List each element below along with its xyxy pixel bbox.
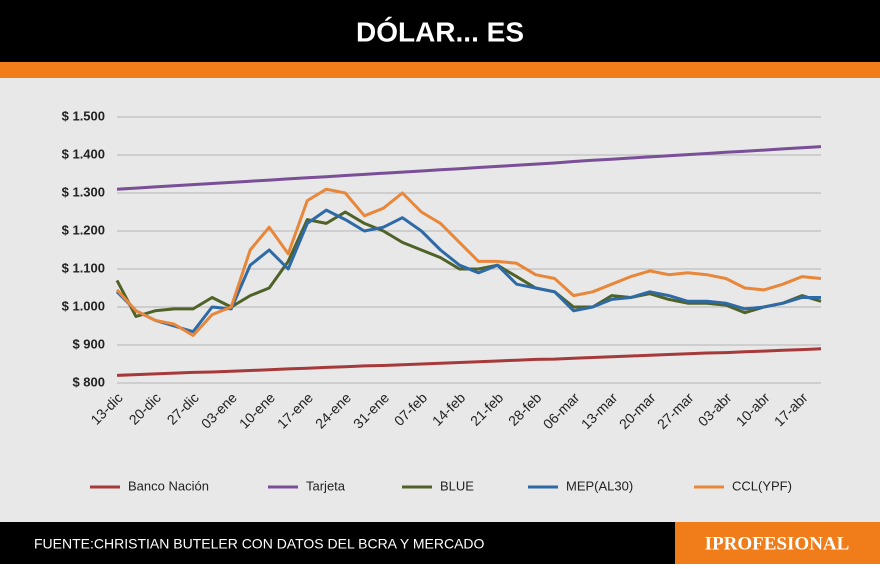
series-line	[116, 145, 822, 191]
legend-label: Banco Nación	[128, 478, 209, 493]
brand: IPROFESIONAL	[705, 533, 850, 554]
legend-label: Tarjeta	[306, 478, 346, 493]
legend-label: MEP(AL30)	[566, 478, 633, 493]
y-tick-label: $ 1.500	[62, 108, 105, 123]
series-line	[115, 187, 822, 337]
brand-bg	[675, 522, 880, 564]
legend-label: CCL(YPF)	[732, 478, 792, 493]
header-bg	[0, 0, 880, 62]
y-tick-label: $ 1.300	[62, 184, 105, 199]
y-tick-label: $ 1.000	[62, 298, 105, 313]
header-strip	[0, 62, 880, 78]
y-tick-label: $ 1.200	[62, 222, 105, 237]
y-tick-label: $ 800	[72, 374, 105, 389]
y-tick-label: $ 900	[72, 336, 105, 351]
series-line	[116, 347, 822, 377]
y-tick-label: $ 1.400	[62, 146, 105, 161]
y-tick-label: $ 1.100	[62, 260, 105, 275]
chart-title: DÓLAR... ES	[356, 16, 524, 47]
plot-bg	[0, 78, 880, 522]
source: FUENTE:CHRISTIAN BUTELER CON DATOS DEL B…	[34, 536, 485, 552]
legend-label: BLUE	[440, 478, 474, 493]
